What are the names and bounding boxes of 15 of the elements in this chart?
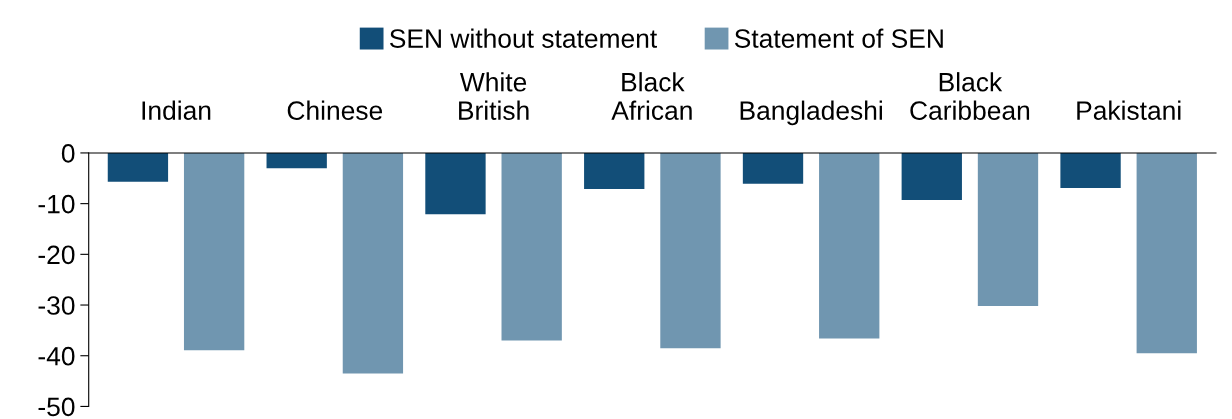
- y-tick-label: 0: [61, 144, 75, 163]
- y-tick-label: -20: [38, 245, 75, 265]
- x-tick-label: Indian: [142, 100, 211, 120]
- y-tick-label: -10: [38, 194, 75, 214]
- y-tick-label: -30: [38, 296, 75, 315]
- y-tick-label: -40: [38, 346, 75, 366]
- x-tick-label: Black African: [611, 72, 692, 120]
- legend-label: SEN without statement: [389, 28, 658, 48]
- legend-label: Statement of SEN: [734, 28, 943, 48]
- x-tick-label: Black Caribbean: [910, 72, 1030, 120]
- x-tick-label: Pakistani: [1077, 100, 1181, 120]
- x-tick-label: White British: [459, 72, 529, 120]
- x-tick-label: Chinese: [287, 100, 383, 120]
- x-tick-label: Bangladeshi: [740, 100, 882, 126]
- y-tick-label: -50: [38, 397, 75, 417]
